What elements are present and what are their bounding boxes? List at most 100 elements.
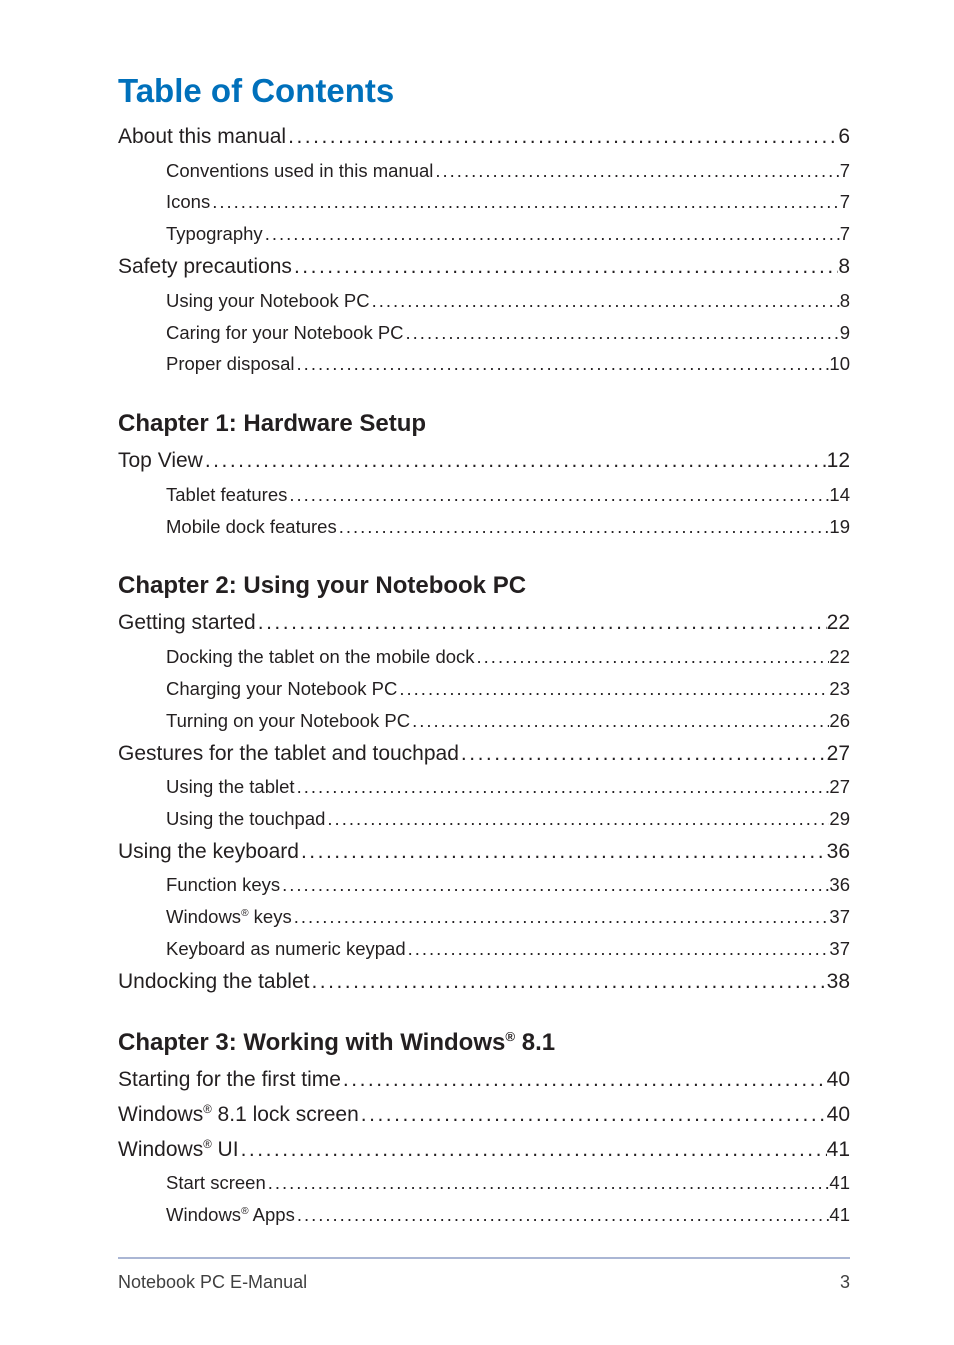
toc-entry-label: Start screen (166, 1167, 266, 1199)
toc-entry-page: 22 (829, 641, 850, 673)
toc-entry-label: Windows® Apps (166, 1199, 295, 1231)
toc-leader-dots: ........................................… (203, 444, 827, 479)
toc-entry-level1[interactable]: Gestures for the tablet and touchpad....… (118, 737, 850, 772)
toc-leader-dots: ........................................… (359, 1098, 827, 1133)
chapter-heading: Chapter 2: Using your Notebook PC (118, 572, 850, 600)
toc-leader-dots: ........................................… (475, 641, 830, 673)
toc-entry-label: Function keys (166, 869, 280, 901)
toc-entry-level2[interactable]: Using the tablet........................… (118, 771, 850, 803)
toc-entry-label: Windows® UI (118, 1133, 239, 1168)
toc-entry-label: Using your Notebook PC (166, 285, 370, 317)
toc-entry-label: Using the tablet (166, 771, 295, 803)
toc-entry-level2[interactable]: Mobile dock features....................… (118, 511, 850, 543)
toc-leader-dots: ........................................… (239, 1133, 827, 1168)
toc-entry-level2[interactable]: Caring for your Notebook PC.............… (118, 317, 850, 349)
footer-doc-title: Notebook PC E-Manual (118, 1272, 307, 1293)
toc-entry-level1[interactable]: Starting for the first time.............… (118, 1063, 850, 1098)
toc-leader-dots: ........................................… (459, 737, 827, 772)
toc-entry-level2[interactable]: Using the touchpad......................… (118, 803, 850, 835)
toc-entry-label: About this manual (118, 120, 286, 155)
toc-leader-dots: ........................................… (309, 965, 826, 1000)
toc-leader-dots: ........................................… (286, 120, 838, 155)
toc-entry-page: 36 (829, 869, 850, 901)
toc-entry-page: 27 (827, 737, 850, 772)
chapter-heading: Chapter 1: Hardware Setup (118, 410, 850, 438)
toc-entry-level2[interactable]: Turning on your Notebook PC.............… (118, 705, 850, 737)
toc-leader-dots: ........................................… (337, 511, 830, 543)
toc-entry-page: 23 (829, 673, 850, 705)
toc-entry-page: 40 (827, 1063, 850, 1098)
toc-entry-level2[interactable]: Function keys...........................… (118, 869, 850, 901)
toc-leader-dots: ........................................… (433, 155, 839, 187)
toc-entry-level1[interactable]: Windows® UI.............................… (118, 1133, 850, 1168)
footer-page-number: 3 (840, 1272, 850, 1293)
toc-leader-dots: ........................................… (295, 1199, 830, 1231)
toc-leader-dots: ........................................… (397, 673, 829, 705)
toc-entry-page: 6 (838, 120, 850, 155)
toc-entry-label: Caring for your Notebook PC (166, 317, 404, 349)
toc-entry-level2[interactable]: Charging your Notebook PC...............… (118, 673, 850, 705)
toc-entry-page: 19 (829, 511, 850, 543)
toc-leader-dots: ........................................… (341, 1063, 827, 1098)
footer-rule (118, 1257, 850, 1259)
toc-entry-label: Gestures for the tablet and touchpad (118, 737, 459, 772)
toc-entry-level1[interactable]: Using the keyboard......................… (118, 835, 850, 870)
toc-entry-page: 27 (829, 771, 850, 803)
toc-entry-level2[interactable]: Windows® Apps...........................… (118, 1199, 850, 1231)
toc-leader-dots: ........................................… (410, 705, 829, 737)
toc-entry-label: Keyboard as numeric keypad (166, 933, 406, 965)
toc-entry-label: Undocking the tablet (118, 965, 309, 1000)
toc-leader-dots: ........................................… (404, 317, 840, 349)
toc-entry-page: 38 (827, 965, 850, 1000)
toc-entry-page: 22 (827, 606, 850, 641)
toc-entry-label: Icons (166, 186, 210, 218)
toc-entry-level1[interactable]: Getting started.........................… (118, 606, 850, 641)
toc-entry-label: Turning on your Notebook PC (166, 705, 410, 737)
toc-entry-label: Safety precautions (118, 250, 292, 285)
toc-entry-label: Charging your Notebook PC (166, 673, 397, 705)
toc-leader-dots: ........................................… (406, 933, 830, 965)
toc-entry-level1[interactable]: Top View................................… (118, 444, 850, 479)
toc-entry-page: 7 (840, 218, 850, 250)
toc-entry-label: Mobile dock features (166, 511, 337, 543)
toc-entry-level2[interactable]: Proper disposal.........................… (118, 348, 850, 380)
toc-entry-level2[interactable]: Using your Notebook PC..................… (118, 285, 850, 317)
toc-entry-page: 8 (840, 285, 850, 317)
toc-leader-dots: ........................................… (280, 869, 829, 901)
toc-entry-page: 41 (827, 1133, 850, 1168)
toc-entry-page: 7 (840, 155, 850, 187)
toc-entry-level2[interactable]: Docking the tablet on the mobile dock...… (118, 641, 850, 673)
toc-leader-dots: ........................................… (256, 606, 827, 641)
toc-entry-level1[interactable]: Windows® 8.1 lock screen................… (118, 1098, 850, 1133)
toc-entry-level1[interactable]: Undocking the tablet....................… (118, 965, 850, 1000)
toc-entry-page: 41 (829, 1199, 850, 1231)
toc-entry-label: Using the keyboard (118, 835, 299, 870)
toc-leader-dots: ........................................… (370, 285, 840, 317)
toc-leader-dots: ........................................… (292, 901, 830, 933)
toc-leader-dots: ........................................… (299, 835, 827, 870)
toc-entry-level2[interactable]: Keyboard as numeric keypad..............… (118, 933, 850, 965)
toc-entry-level1[interactable]: Safety precautions......................… (118, 250, 850, 285)
toc-entry-level2[interactable]: Windows® keys...........................… (118, 901, 850, 933)
toc-entry-label: Docking the tablet on the mobile dock (166, 641, 475, 673)
toc-leader-dots: ........................................… (295, 348, 830, 380)
toc-entry-level2[interactable]: Conventions used in this manual.........… (118, 155, 850, 187)
toc-entry-label: Windows® keys (166, 901, 292, 933)
toc-entry-page: 40 (827, 1098, 850, 1133)
toc-body: About this manual.......................… (118, 120, 850, 1231)
toc-entry-level1[interactable]: About this manual.......................… (118, 120, 850, 155)
toc-entry-level2[interactable]: Start screen............................… (118, 1167, 850, 1199)
toc-leader-dots: ........................................… (295, 771, 830, 803)
toc-entry-page: 10 (829, 348, 850, 380)
toc-entry-level2[interactable]: Typography..............................… (118, 218, 850, 250)
toc-entry-label: Starting for the first time (118, 1063, 341, 1098)
toc-entry-page: 29 (829, 803, 850, 835)
toc-entry-page: 14 (829, 479, 850, 511)
toc-entry-label: Getting started (118, 606, 256, 641)
toc-entry-level2[interactable]: Icons...................................… (118, 186, 850, 218)
toc-leader-dots: ........................................… (292, 250, 838, 285)
toc-entry-label: Typography (166, 218, 263, 250)
toc-entry-level2[interactable]: Tablet features.........................… (118, 479, 850, 511)
toc-entry-label: Tablet features (166, 479, 287, 511)
toc-title: Table of Contents (118, 72, 850, 110)
